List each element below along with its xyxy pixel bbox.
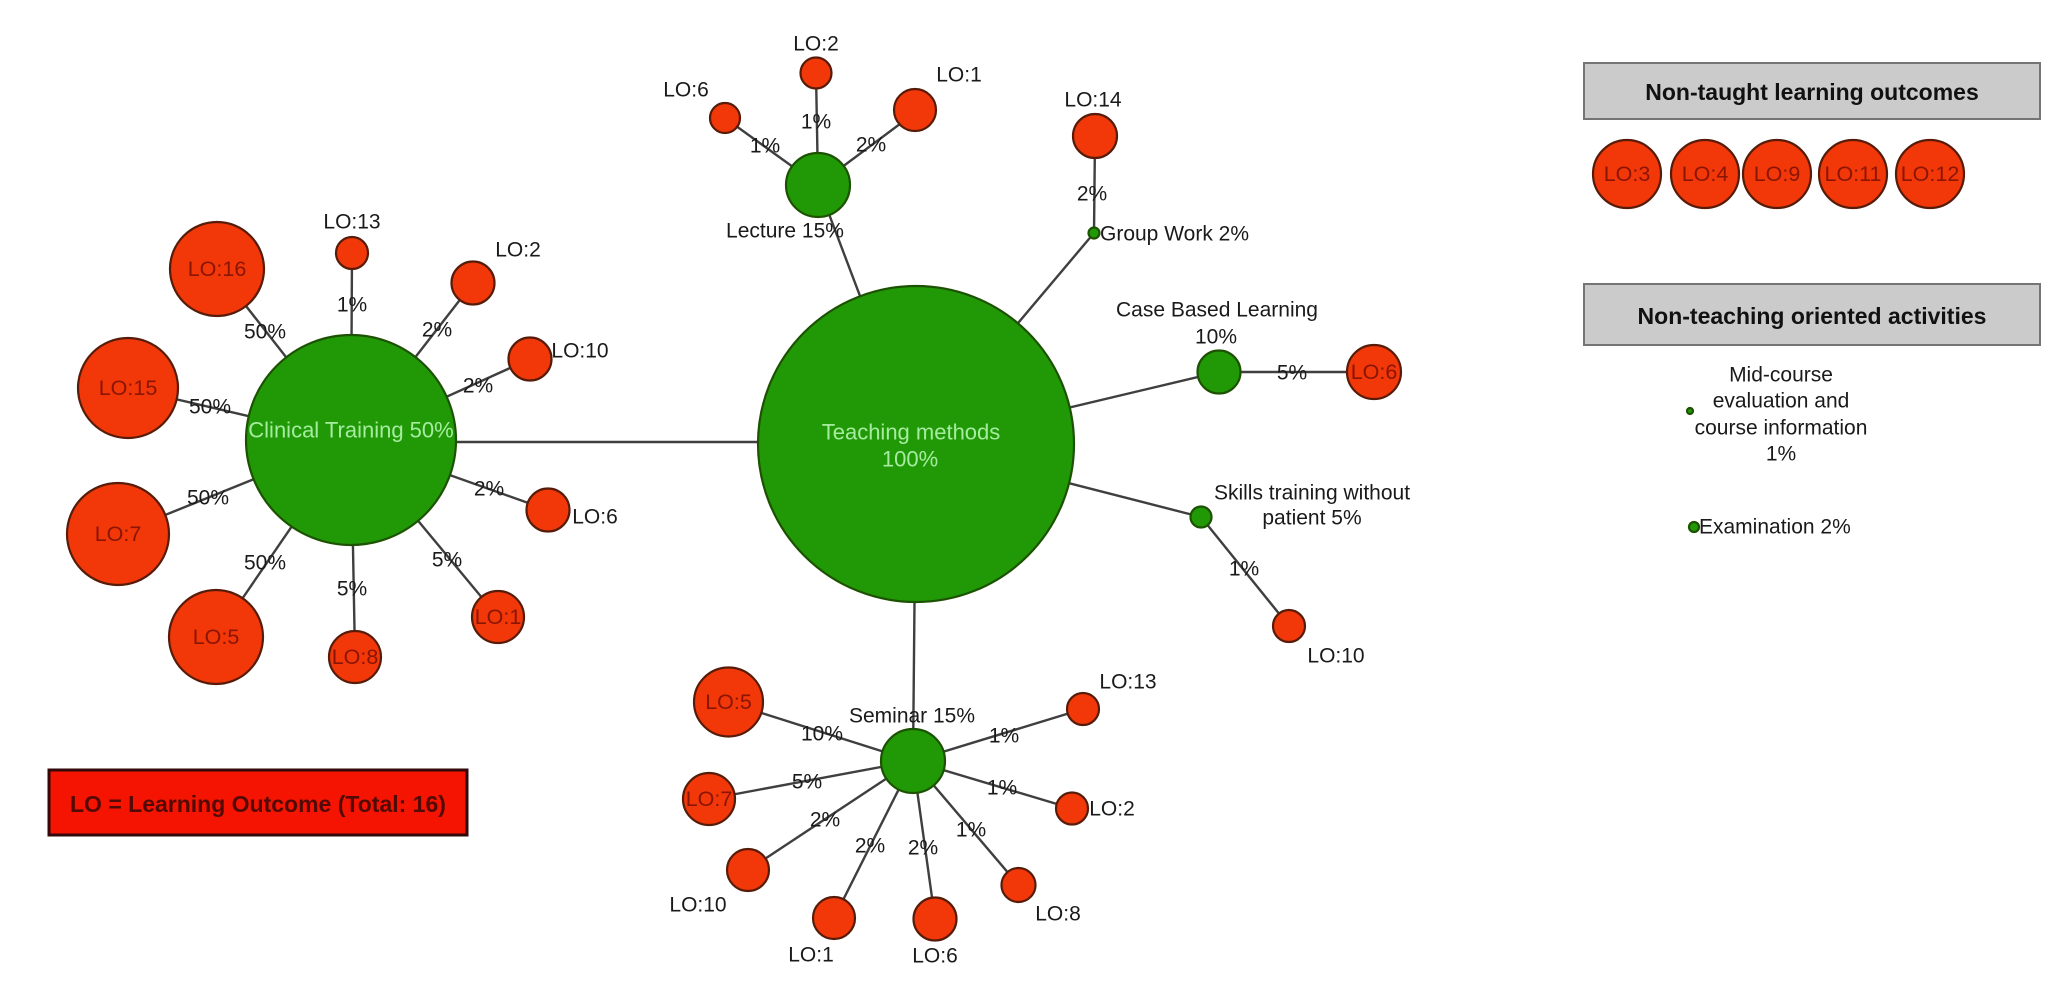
svg-text:LO:1: LO:1	[475, 605, 522, 629]
svg-text:LO:16: LO:16	[188, 257, 247, 281]
svg-text:LO:5: LO:5	[705, 690, 752, 714]
svg-text:100%: 100%	[882, 447, 938, 472]
svg-text:1%: 1%	[750, 135, 780, 158]
svg-text:LO:10: LO:10	[551, 340, 608, 363]
svg-text:LO:12: LO:12	[1901, 162, 1960, 186]
svg-text:LO:10: LO:10	[669, 894, 726, 917]
svg-text:LO:6: LO:6	[572, 506, 618, 529]
svg-text:LO:4: LO:4	[1682, 162, 1729, 186]
svg-text:Examination 2%: Examination 2%	[1699, 516, 1851, 539]
svg-text:Non-teaching oriented activiti: Non-teaching oriented activities	[1638, 303, 1987, 329]
svg-text:LO:14: LO:14	[1064, 89, 1122, 112]
svg-text:1%: 1%	[1229, 558, 1259, 581]
svg-text:LO:2: LO:2	[793, 33, 839, 56]
svg-text:10%: 10%	[1195, 326, 1237, 349]
svg-text:LO:6: LO:6	[663, 79, 709, 102]
svg-text:LO:3: LO:3	[1604, 162, 1651, 186]
svg-text:Skills training without: Skills training without	[1214, 482, 1410, 505]
svg-text:LO:15: LO:15	[99, 376, 158, 400]
svg-text:Lecture 15%: Lecture 15%	[726, 220, 844, 243]
svg-text:LO:1: LO:1	[788, 944, 834, 967]
svg-text:2%: 2%	[908, 837, 938, 860]
svg-text:Group Work 2%: Group Work 2%	[1100, 223, 1249, 246]
svg-text:LO:13: LO:13	[1099, 671, 1156, 694]
svg-text:LO:10: LO:10	[1307, 645, 1364, 668]
svg-text:2%: 2%	[474, 478, 504, 501]
svg-text:2%: 2%	[810, 809, 840, 832]
svg-text:1%: 1%	[989, 725, 1019, 748]
svg-text:Seminar 15%: Seminar 15%	[849, 705, 975, 728]
svg-text:LO:8: LO:8	[1035, 903, 1081, 926]
svg-text:10%: 10%	[801, 723, 843, 746]
svg-text:50%: 50%	[187, 487, 229, 510]
svg-text:1%: 1%	[956, 819, 986, 842]
svg-text:2%: 2%	[463, 375, 493, 398]
svg-text:5%: 5%	[432, 549, 462, 572]
svg-text:course information: course information	[1695, 417, 1868, 440]
svg-text:LO:11: LO:11	[1825, 162, 1882, 186]
svg-text:5%: 5%	[792, 771, 822, 794]
svg-text:50%: 50%	[189, 396, 231, 419]
svg-text:Mid-course: Mid-course	[1729, 364, 1833, 387]
svg-text:LO:6: LO:6	[1351, 360, 1398, 384]
svg-text:1%: 1%	[801, 111, 831, 134]
svg-text:1%: 1%	[1766, 443, 1796, 466]
svg-text:50%: 50%	[244, 321, 286, 344]
svg-text:Case Based Learning: Case Based Learning	[1116, 299, 1318, 322]
svg-text:LO:2: LO:2	[495, 239, 541, 262]
svg-text:LO:9: LO:9	[1754, 162, 1801, 186]
svg-text:2%: 2%	[855, 835, 885, 858]
svg-text:LO:2: LO:2	[1089, 798, 1135, 821]
svg-text:LO:1: LO:1	[936, 64, 982, 87]
svg-text:Teaching methods: Teaching methods	[822, 420, 1001, 445]
svg-text:Non-taught learning outcomes: Non-taught learning outcomes	[1645, 79, 1979, 105]
svg-text:2%: 2%	[422, 319, 452, 342]
svg-text:LO:7: LO:7	[95, 522, 142, 546]
svg-text:1%: 1%	[337, 294, 367, 317]
svg-text:LO:6: LO:6	[912, 945, 958, 968]
svg-text:evaluation and: evaluation and	[1713, 390, 1850, 413]
svg-text:LO:7: LO:7	[686, 787, 733, 811]
svg-text:2%: 2%	[856, 134, 886, 157]
svg-text:LO:13: LO:13	[323, 211, 380, 234]
svg-text:1%: 1%	[987, 777, 1017, 800]
svg-text:50%: 50%	[244, 552, 286, 575]
svg-text:LO = Learning Outcome (Total:: LO = Learning Outcome (Total: 16)	[70, 791, 446, 817]
svg-text:LO:8: LO:8	[332, 645, 379, 669]
svg-text:5%: 5%	[1277, 362, 1307, 385]
svg-text:Clinical Training 50%: Clinical Training 50%	[248, 418, 453, 443]
svg-text:patient 5%: patient 5%	[1262, 507, 1361, 530]
svg-text:LO:5: LO:5	[193, 625, 240, 649]
svg-text:5%: 5%	[337, 578, 367, 601]
svg-text:2%: 2%	[1077, 183, 1107, 206]
